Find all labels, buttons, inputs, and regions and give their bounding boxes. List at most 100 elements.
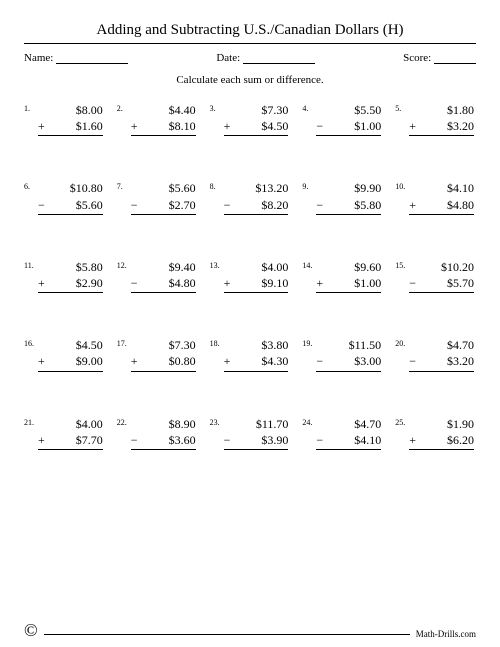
operand-a: $4.70	[316, 416, 381, 432]
operand-b: $4.50	[261, 119, 288, 133]
operand-b: $8.20	[261, 198, 288, 212]
operand-b: $3.20	[447, 354, 474, 368]
name-blank[interactable]	[56, 53, 128, 64]
operand-a: $10.20	[409, 259, 474, 275]
problem-number: 25.	[395, 416, 409, 427]
problem: 16.$4.50+$9.00	[24, 337, 105, 371]
problem-stack: $11.70−$3.90	[224, 416, 291, 450]
problem-number: 19.	[302, 337, 316, 348]
operand-a: $10.80	[38, 180, 103, 196]
operand-b: $9.10	[261, 276, 288, 290]
answer-rule	[224, 292, 289, 293]
problem-stack: $10.80−$5.60	[38, 180, 105, 214]
operand-a: $4.00	[38, 416, 103, 432]
page-title: Adding and Subtracting U.S./Canadian Dol…	[24, 22, 476, 39]
answer-rule	[131, 135, 196, 136]
operator: +	[38, 275, 45, 291]
operand-b: $4.10	[354, 433, 381, 447]
problem-stack: $4.40+$8.10	[131, 102, 198, 136]
problem-number: 22.	[117, 416, 131, 427]
operand-row: − $2.70	[131, 197, 196, 213]
problem: 3.$7.30+$4.50	[210, 102, 291, 136]
problem-stack: $5.80+$2.90	[38, 259, 105, 293]
problem-stack: $7.30+$4.50	[224, 102, 291, 136]
score-blank[interactable]	[434, 53, 476, 64]
operand-a: $7.30	[131, 337, 196, 353]
problem-number: 2.	[117, 102, 131, 113]
problem: 25.$1.90+$6.20	[395, 416, 476, 450]
operand-row: +$9.00	[38, 353, 103, 369]
problem: 9.$9.90−$5.80	[302, 180, 383, 214]
operand-row: − $1.00	[316, 118, 381, 134]
operand-row: − $4.10	[316, 432, 381, 448]
operator: +	[409, 432, 416, 448]
problem-stack: $1.80+$3.20	[409, 102, 476, 136]
operator: +	[316, 275, 323, 291]
operand-b: $0.80	[169, 354, 196, 368]
operand-b: $3.90	[261, 433, 288, 447]
operand-row: +$7.70	[38, 432, 103, 448]
date-blank[interactable]	[243, 53, 315, 64]
problem-number: 17.	[117, 337, 131, 348]
footer: © Math-Drills.com	[0, 621, 500, 639]
name-field: Name:	[24, 52, 128, 64]
operand-row: +$0.80	[131, 353, 196, 369]
operand-a: $1.90	[409, 416, 474, 432]
operand-row: −$5.60	[38, 197, 103, 213]
problem-number: 13.	[210, 259, 224, 270]
operator: −	[409, 353, 416, 369]
operand-a: $5.50	[316, 102, 381, 118]
problem: 13.$4.00+$9.10	[210, 259, 291, 293]
answer-rule	[131, 214, 196, 215]
problem-stack: $9.40−$4.80	[131, 259, 198, 293]
problem-number: 15.	[395, 259, 409, 270]
operator: +	[38, 118, 45, 134]
problem-stack: $13.20−$8.20	[224, 180, 291, 214]
operand-a: $7.30	[224, 102, 289, 118]
problem: 6.$10.80−$5.60	[24, 180, 105, 214]
problem: 12.$9.40−$4.80	[117, 259, 198, 293]
problem: 5.$1.80+$3.20	[395, 102, 476, 136]
problem: 4.$5.50−$1.00	[302, 102, 383, 136]
problem: 1.$8.00+$1.60	[24, 102, 105, 136]
problem-number: 14.	[302, 259, 316, 270]
answer-rule	[409, 292, 474, 293]
operator: −	[316, 118, 323, 134]
score-field: Score:	[403, 52, 476, 64]
operator: +	[131, 118, 138, 134]
problem: 24.$4.70− $4.10	[302, 416, 383, 450]
problem: 11.$5.80+$2.90	[24, 259, 105, 293]
problem-stack: $4.00+$9.10	[224, 259, 291, 293]
operand-a: $8.90	[131, 416, 196, 432]
operator: −	[316, 432, 323, 448]
problem-stack: $3.80+$4.30	[224, 337, 291, 371]
answer-rule	[131, 292, 196, 293]
operand-b: $5.80	[354, 198, 381, 212]
operator: +	[38, 353, 45, 369]
problem-number: 23.	[210, 416, 224, 427]
problem-number: 1.	[24, 102, 38, 113]
operand-b: $2.70	[169, 198, 196, 212]
answer-rule	[316, 214, 381, 215]
problem-stack: $5.60− $2.70	[131, 180, 198, 214]
problem: 10.$4.10+$4.80	[395, 180, 476, 214]
operand-b: $8.10	[169, 119, 196, 133]
operand-a: $5.60	[131, 180, 196, 196]
operand-b: $7.70	[76, 433, 103, 447]
operand-row: − $3.20	[409, 353, 474, 369]
problem-number: 24.	[302, 416, 316, 427]
problem-stack: $4.50+$9.00	[38, 337, 105, 371]
instruction: Calculate each sum or difference.	[24, 74, 476, 86]
operand-b: $1.00	[354, 119, 381, 133]
operand-row: −$4.80	[131, 275, 196, 291]
operand-b: $5.60	[76, 198, 103, 212]
operand-b: $4.80	[447, 198, 474, 212]
operand-a: $4.70	[409, 337, 474, 353]
title-rule	[24, 43, 476, 44]
answer-rule	[131, 449, 196, 450]
operator: +	[409, 118, 416, 134]
operator: −	[131, 197, 138, 213]
problem-stack: $8.90−$3.60	[131, 416, 198, 450]
operand-row: +$9.10	[224, 275, 289, 291]
problem-stack: $4.70− $4.10	[316, 416, 383, 450]
